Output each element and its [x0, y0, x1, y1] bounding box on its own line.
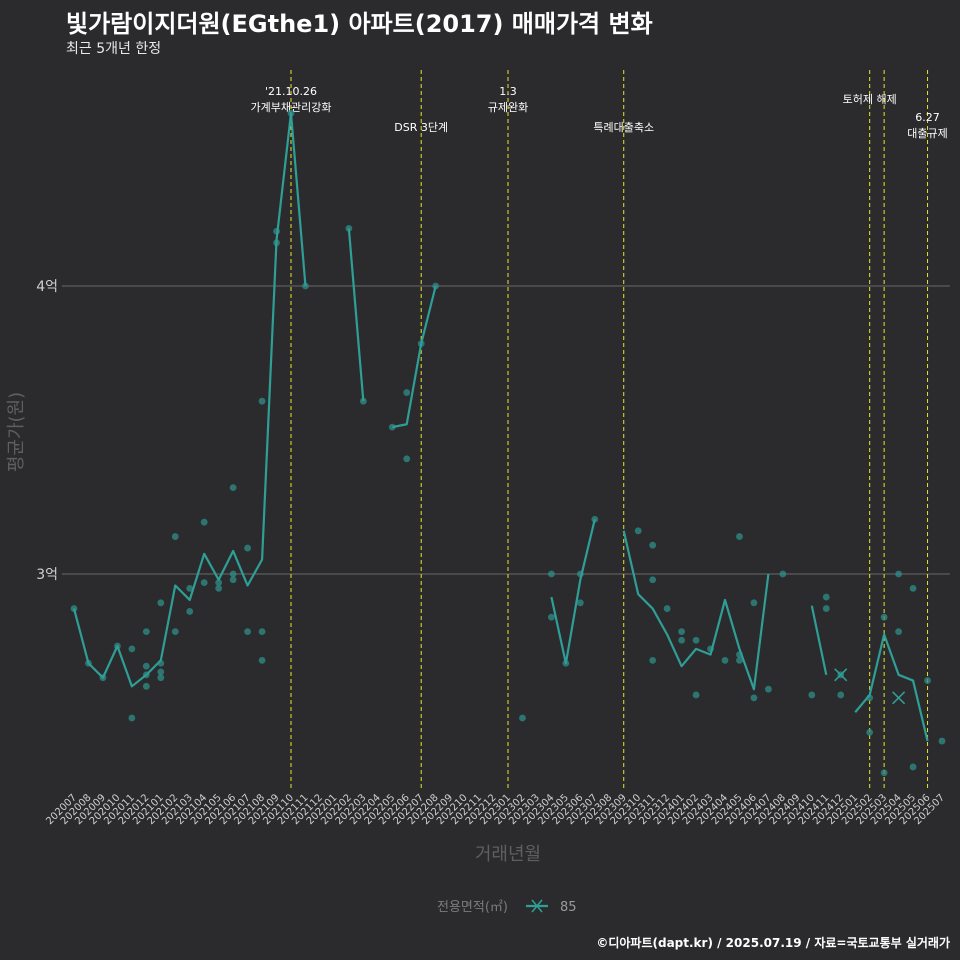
series-line-segment [392, 285, 437, 429]
data-point [692, 691, 700, 699]
data-point [229, 570, 237, 578]
data-point [649, 576, 657, 584]
data-point [229, 484, 237, 491]
data-point [649, 657, 657, 664]
policy-label: 규제완화 [488, 101, 528, 114]
data-point [258, 397, 266, 405]
y-tick-label: 4억 [36, 279, 58, 295]
legend: 전용면적(㎡) 85 [437, 899, 577, 915]
data-point [895, 570, 902, 578]
data-point [142, 662, 150, 670]
data-point [765, 685, 772, 693]
data-point [909, 585, 917, 592]
data-point [215, 585, 223, 592]
data-point [663, 605, 671, 612]
data-point [171, 628, 179, 635]
data-point [200, 518, 208, 526]
data-point [244, 544, 252, 552]
data-point [157, 674, 165, 682]
data-point [837, 691, 845, 699]
data-point [634, 527, 642, 535]
data-point [186, 585, 194, 592]
data-point [924, 677, 931, 684]
data-point [403, 389, 411, 396]
data-point [519, 714, 526, 722]
data-point [880, 769, 888, 777]
data-point [822, 605, 830, 612]
series-line-segment [550, 519, 596, 665]
x-axis-title: 거래년월 [475, 844, 541, 865]
data-point [200, 579, 208, 587]
policy-label: 대출규제 [907, 127, 947, 140]
data-point [678, 636, 685, 644]
data-point [649, 541, 657, 549]
data-point [128, 645, 136, 653]
data-point [258, 657, 266, 664]
data-point [678, 628, 685, 635]
policy-label: 6.27 [915, 111, 940, 124]
legend-title: 전용면적(㎡) [437, 900, 508, 915]
data-point [157, 599, 165, 607]
data-point [692, 636, 700, 644]
data-point [215, 579, 223, 587]
data-point [171, 533, 179, 540]
data-point [909, 763, 917, 771]
cross-marker [892, 691, 906, 705]
series-line-segment [810, 605, 828, 676]
policy-label: 특례대출축소 [593, 121, 654, 134]
data-point [548, 613, 555, 621]
series-line-segment [347, 228, 365, 402]
data-point [258, 628, 266, 635]
y-axis-title: 평균가(원) [6, 392, 27, 472]
data-point [895, 628, 902, 635]
chart-subtitle: 최근 5개년 한정 [66, 41, 162, 57]
data-point [142, 682, 150, 690]
cross-markers [834, 668, 906, 705]
data-point [721, 657, 729, 664]
policy-label: DSR 3단계 [394, 121, 448, 134]
data-point [403, 455, 411, 463]
data-point [157, 668, 165, 676]
data-point [70, 605, 78, 612]
data-point [808, 691, 816, 699]
series-line-segment [854, 633, 929, 742]
policy-label: 토허제 해제 [843, 92, 897, 106]
data-point [736, 533, 743, 540]
policy-label: 1.3 [499, 85, 517, 98]
data-point [750, 694, 758, 702]
data-point [229, 576, 237, 584]
series-line-segment [622, 530, 770, 691]
data-point [880, 613, 888, 621]
data-point [186, 608, 194, 615]
x-axis-ticks: 2020072020082020092020102020112020122021… [44, 792, 947, 827]
data-point [750, 599, 758, 607]
y-tick-label: 3억 [36, 567, 58, 583]
y-axis-ticks: 3억 4억 [36, 279, 58, 583]
data-point [244, 628, 252, 635]
data-point [142, 628, 150, 635]
data-point [822, 593, 830, 601]
data-point [736, 657, 743, 664]
data-point [548, 570, 555, 578]
data-point [128, 714, 136, 722]
source-caption: ©디아파트(dapt.kr) / 2025.07.19 / 자료=국토교통부 실… [596, 936, 950, 950]
chart-title: 빛가람이지더원(EGthe1) 아파트(2017) 매매가격 변화 [66, 10, 653, 38]
data-point [938, 737, 946, 745]
cross-marker [834, 668, 848, 682]
scatter-points [70, 109, 946, 777]
policy-label: 가계부채관리강화 [251, 101, 332, 114]
price-line [72, 112, 929, 742]
grid [62, 285, 950, 575]
data-point [866, 729, 874, 736]
data-point [779, 570, 787, 578]
legend-label: 85 [560, 900, 577, 915]
policy-label: '21.10.26 [265, 85, 317, 98]
series-line-segment [72, 112, 307, 688]
data-point [576, 599, 584, 607]
legend-cross-icon [531, 899, 543, 913]
